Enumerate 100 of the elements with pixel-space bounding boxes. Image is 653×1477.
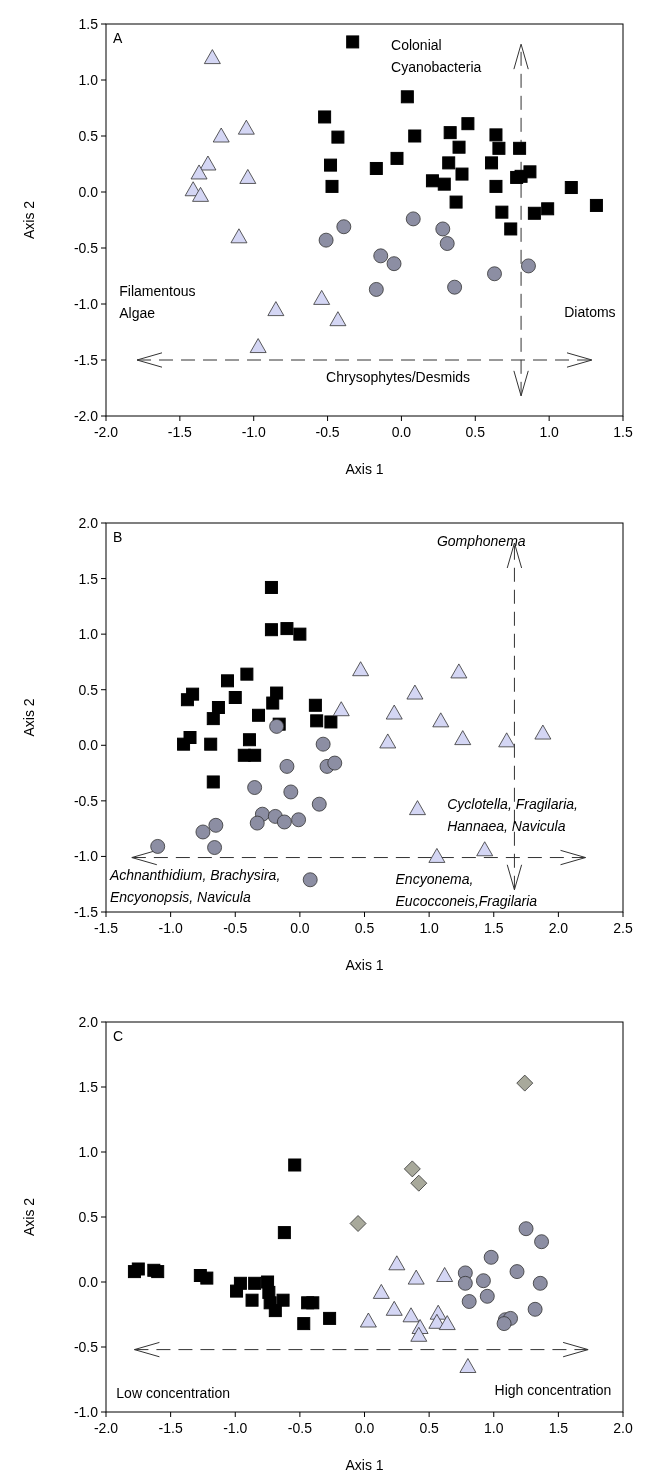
point (534, 724, 552, 740)
point (280, 622, 294, 636)
x-tick-label: 0.5 (465, 424, 486, 440)
point (439, 236, 455, 251)
point (276, 814, 292, 830)
y-tick-label: 2.0 (78, 515, 99, 531)
point (313, 290, 331, 305)
x-tick-label: 1.0 (484, 1420, 504, 1436)
point (221, 674, 234, 688)
point (268, 1304, 282, 1318)
y-tick-label: -1.5 (73, 352, 99, 368)
point (452, 140, 466, 154)
point (327, 755, 343, 771)
x-tick-label: 1.5 (484, 920, 504, 936)
point (283, 784, 299, 800)
point (245, 1293, 259, 1307)
point (237, 119, 255, 135)
x-tick-label: -1.0 (158, 920, 183, 936)
chart-title: C (113, 1028, 124, 1044)
point (203, 49, 221, 64)
point (450, 663, 468, 679)
point (485, 156, 499, 170)
x-tick-label: -0.5 (223, 920, 248, 936)
point (534, 1234, 549, 1250)
y-axis-title: Axis 2 (21, 200, 37, 240)
point (403, 1160, 421, 1178)
point (200, 1271, 214, 1285)
point (266, 696, 280, 710)
point (527, 1301, 543, 1317)
x-tick-label: -1.5 (167, 424, 193, 440)
point (318, 110, 332, 124)
y-axis-title: Axis 2 (21, 698, 37, 737)
point (492, 141, 506, 155)
annotation: Gomphonema (436, 533, 526, 550)
point (208, 817, 224, 833)
point (523, 165, 537, 179)
y-tick-label: -0.5 (73, 792, 99, 809)
x-tick-label: 0.0 (290, 920, 310, 936)
point (310, 714, 324, 728)
y-tick-label: 0.5 (78, 1209, 99, 1225)
x-tick-label: -2.0 (93, 1420, 119, 1436)
point (315, 736, 331, 752)
point (438, 1315, 456, 1330)
point (495, 205, 509, 219)
point (527, 206, 541, 220)
point (385, 1300, 403, 1316)
point (352, 661, 370, 677)
point (369, 161, 383, 175)
point (408, 129, 422, 143)
y-tick-label: 1.5 (78, 16, 99, 32)
point (476, 841, 494, 857)
point (293, 627, 307, 641)
point (483, 1249, 499, 1265)
point (180, 693, 194, 707)
point (239, 169, 257, 184)
x-tick-label: -1.5 (93, 920, 119, 936)
point (516, 1074, 534, 1092)
point (449, 195, 463, 209)
point (489, 179, 503, 193)
point (325, 179, 339, 193)
point (407, 1269, 425, 1285)
x-tick-label: 1.5 (548, 1420, 569, 1436)
point (291, 812, 306, 828)
point (409, 800, 426, 816)
point (247, 780, 263, 795)
y-tick-label: -0.5 (73, 1339, 99, 1355)
point (459, 1358, 477, 1373)
x-tick-label: 2.5 (613, 920, 633, 936)
point (436, 1267, 454, 1282)
point (206, 712, 220, 726)
point (131, 1262, 145, 1276)
point (332, 701, 350, 717)
point (457, 1275, 473, 1291)
x-tick-label: -0.5 (315, 424, 340, 440)
annotation: High concentration (494, 1382, 612, 1399)
point (199, 155, 217, 171)
chart-title: A (113, 30, 123, 46)
point (541, 202, 555, 216)
x-tick-label: -2.0 (93, 424, 119, 440)
point (390, 151, 404, 165)
point (496, 1316, 512, 1331)
y-tick-label: 0.0 (78, 737, 99, 754)
y-tick-label: 0.0 (78, 1274, 99, 1290)
point (435, 221, 451, 237)
point (308, 698, 322, 712)
point (323, 1311, 337, 1325)
x-tick-label: 0.5 (354, 920, 375, 936)
y-tick-label: 0.0 (78, 184, 99, 200)
point (248, 1276, 262, 1290)
x-tick-label: 0.0 (391, 424, 412, 440)
point (447, 279, 463, 295)
point (410, 1174, 428, 1192)
point (402, 1307, 420, 1323)
point (318, 232, 334, 248)
x-tick-label: 2.0 (613, 1420, 633, 1436)
point (277, 1226, 291, 1240)
point (306, 1296, 320, 1310)
point (461, 117, 475, 131)
annotation: Filamentous Algae (119, 283, 196, 322)
x-tick-label: 2.0 (548, 920, 569, 936)
